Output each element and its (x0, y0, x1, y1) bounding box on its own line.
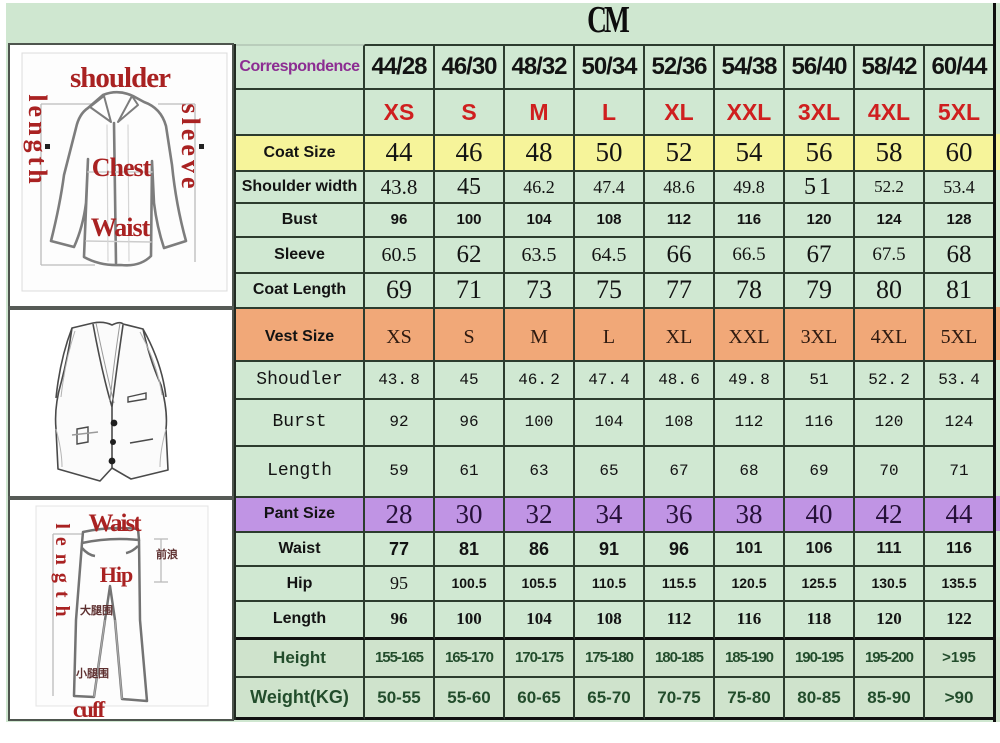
svg-text:小腿围: 小腿围 (75, 666, 109, 680)
svg-text:Waist: Waist (91, 213, 151, 242)
svg-text:length: length (23, 94, 52, 187)
svg-text:shoulder: shoulder (70, 62, 171, 94)
svg-text:前浪: 前浪 (156, 547, 178, 561)
svg-text:cuff: cuff (73, 697, 106, 718)
svg-text:Hip: Hip (100, 562, 133, 587)
svg-text:length: length (51, 523, 73, 624)
svg-text:Chest: Chest (92, 153, 152, 182)
svg-text:Waist: Waist (88, 510, 142, 537)
svg-text:大腿围: 大腿围 (80, 603, 113, 617)
